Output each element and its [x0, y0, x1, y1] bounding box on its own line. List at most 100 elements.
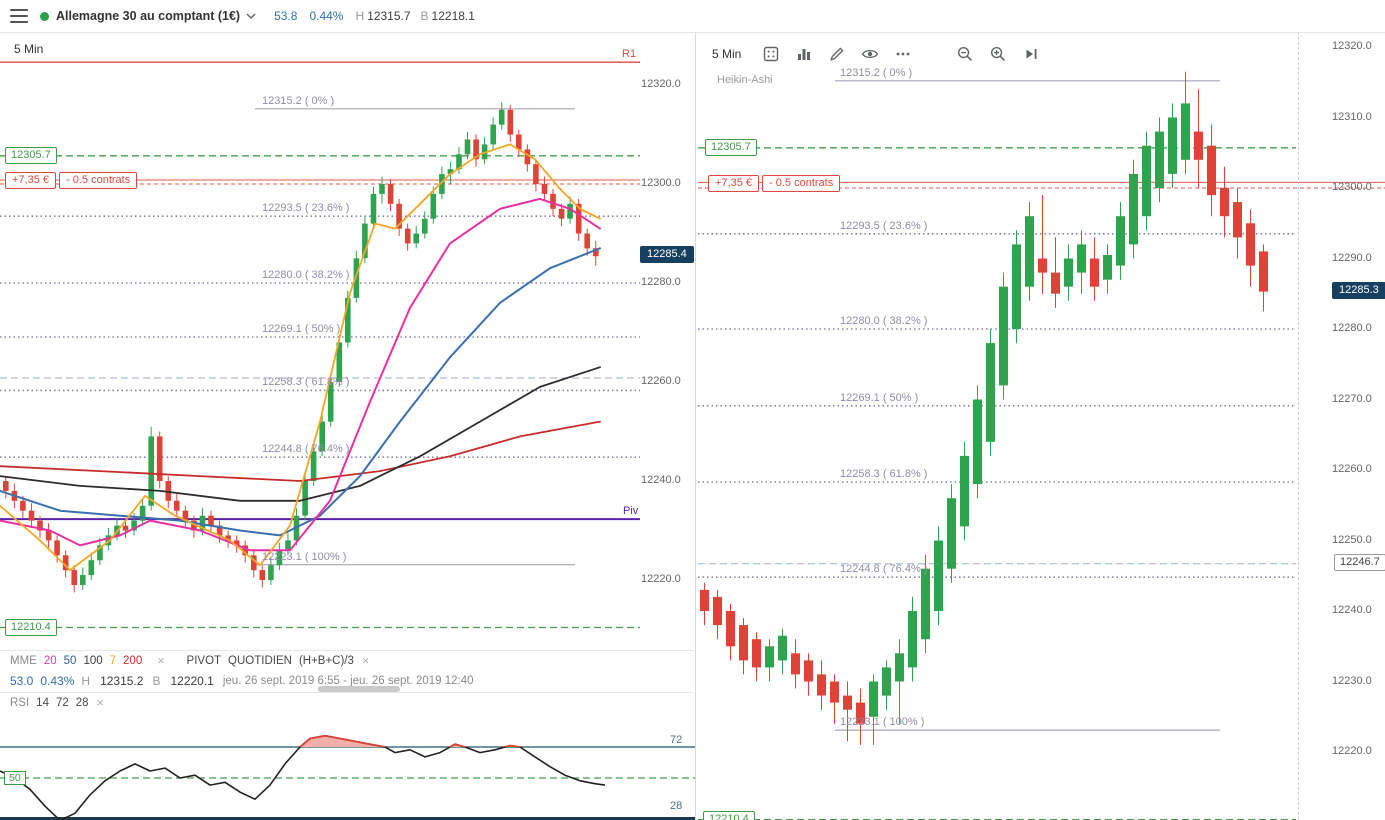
- level-label: 12293.5 ( 23.6% ): [262, 202, 350, 215]
- mme-close-icon[interactable]: ×: [157, 654, 165, 668]
- candle-body: [225, 535, 231, 541]
- horizontal-scrollbar-thumb[interactable]: [318, 686, 400, 692]
- price-axis-label: 12240.0: [1332, 604, 1372, 616]
- candle-body: [45, 530, 52, 541]
- candle-body: [856, 702, 865, 724]
- rsi-line-overbought: [298, 734, 522, 747]
- chart-info-row: 53.0 0.43% H 12315.2 B 12220.1 jeu. 26 s…: [0, 671, 694, 690]
- candle-body: [310, 451, 317, 481]
- chart-type-icon[interactable]: [795, 45, 813, 63]
- chart-style-label[interactable]: Heikin-Ashi: [717, 74, 773, 86]
- candle-body: [1129, 173, 1138, 245]
- candle-body: [105, 535, 112, 546]
- mme-periods: 20 50 100 7 200: [44, 655, 149, 667]
- candle-body: [208, 515, 214, 526]
- go-to-latest-icon[interactable]: [1022, 45, 1040, 63]
- more-options-icon[interactable]: [894, 45, 912, 63]
- candle-body: [1116, 216, 1125, 266]
- mme-period[interactable]: 200: [123, 655, 143, 667]
- candle-body: [464, 139, 471, 155]
- candle-body: [739, 625, 748, 661]
- candle-body: [191, 520, 197, 531]
- price-axis-label: 12240.0: [641, 474, 681, 486]
- info-low-value: 12220.1: [170, 673, 214, 688]
- candle-body: [869, 681, 878, 717]
- rsi-upper-level-label: 72: [670, 734, 683, 746]
- level-tag-12210: 12210.4: [5, 619, 57, 636]
- panel-divider: [695, 32, 696, 820]
- level-label: 12258.3 ( 61.8% ): [262, 376, 350, 389]
- candle-body: [1220, 188, 1229, 217]
- candle-body: [778, 635, 787, 661]
- info-date-range: jeu. 26 sept. 2019 6:55 - jeu. 26 sept. …: [222, 674, 474, 687]
- candle-body: [37, 520, 43, 531]
- left-timeframe-label[interactable]: 5 Min: [14, 42, 44, 56]
- candle-body: [726, 611, 735, 647]
- candle-body: [1038, 258, 1047, 273]
- position-pnl[interactable]: +7,35 €: [708, 175, 760, 192]
- rsi-indicator-chart[interactable]: [0, 712, 695, 820]
- pivot-formula: (H+B+C)/3: [298, 655, 354, 667]
- mme-period[interactable]: 50: [63, 655, 77, 667]
- candle-body: [934, 540, 943, 611]
- candle-body: [1142, 145, 1151, 217]
- pivot-close-icon[interactable]: ×: [361, 654, 370, 668]
- position-info-right: +7,35 € - 0.5 contrats: [708, 175, 841, 192]
- level-label: 12244.8 ( 76.4% ): [840, 563, 928, 576]
- price-axis-label: 12300.0: [641, 177, 681, 189]
- period-grid-icon[interactable]: [762, 45, 780, 63]
- position-pnl[interactable]: +7,35 €: [5, 172, 57, 189]
- position-size[interactable]: - 0.5 contrats: [762, 175, 841, 192]
- menu-icon[interactable]: [10, 9, 28, 23]
- ma-line-mme50: [0, 247, 601, 537]
- level-tag-12305-right: 12305.7: [705, 139, 757, 156]
- right-timeframe-label[interactable]: 5 Min: [712, 47, 742, 61]
- right-heikin-ashi-chart[interactable]: [695, 32, 1385, 820]
- alert-price-tag[interactable]: 12246.7: [1334, 554, 1385, 571]
- candle-body: [182, 510, 189, 521]
- candle-body: [1233, 202, 1242, 238]
- rsi-close-icon[interactable]: ×: [96, 695, 104, 710]
- pivot-name: QUOTIDIEN: [228, 655, 292, 667]
- instrument-title[interactable]: Allemagne 30 au comptant (1€): [56, 9, 241, 23]
- mme-label[interactable]: MME: [10, 655, 37, 667]
- candle-body: [765, 646, 774, 668]
- candle-body: [379, 184, 385, 194]
- position-size[interactable]: - 0.5 contrats: [59, 172, 138, 189]
- rsi-label[interactable]: RSI: [10, 696, 30, 709]
- chevron-down-icon[interactable]: [246, 7, 256, 25]
- candle-body: [575, 203, 582, 234]
- candle-body: [413, 233, 419, 244]
- charts-stage: 5 Min 12305.7 12210.4 +7,35 € - 0.5 cont…: [0, 32, 1385, 820]
- candle-body: [1168, 117, 1177, 174]
- candle-body: [148, 436, 154, 506]
- candle-body: [1103, 255, 1112, 280]
- level-label: 12223.1 ( 100% ): [262, 550, 347, 563]
- zoom-out-icon[interactable]: [956, 45, 974, 63]
- candle-body: [3, 481, 9, 491]
- candle-body: [973, 399, 982, 485]
- mme-period[interactable]: 100: [83, 655, 103, 667]
- pivot-label[interactable]: PIVOT: [186, 655, 222, 667]
- high-value: 12315.7: [367, 9, 411, 23]
- change-value: 53.8: [274, 9, 298, 23]
- last-price-tag-left: 12285.4: [640, 246, 694, 263]
- visibility-eye-icon[interactable]: [861, 45, 879, 63]
- level-tag-12210-right: 12210.4: [703, 811, 755, 820]
- candle-body: [1207, 145, 1216, 196]
- draw-pencil-icon[interactable]: [828, 45, 846, 63]
- change-percent: 0.44%: [309, 9, 344, 23]
- candle-body: [71, 570, 77, 585]
- left-candlestick-chart[interactable]: [0, 32, 695, 650]
- candle-body: [490, 124, 496, 145]
- mme-period[interactable]: 7: [109, 655, 117, 667]
- candle-body: [285, 540, 291, 551]
- ma-line-mme7: [0, 143, 601, 571]
- candle-body: [524, 149, 531, 165]
- mme-period[interactable]: 20: [43, 655, 57, 667]
- low-label: B: [420, 9, 429, 23]
- level-label: 12280.0 ( 38.2% ): [840, 315, 928, 327]
- rsi-param-period: 14: [36, 696, 49, 709]
- candle-body: [507, 109, 514, 135]
- zoom-in-icon[interactable]: [989, 45, 1007, 63]
